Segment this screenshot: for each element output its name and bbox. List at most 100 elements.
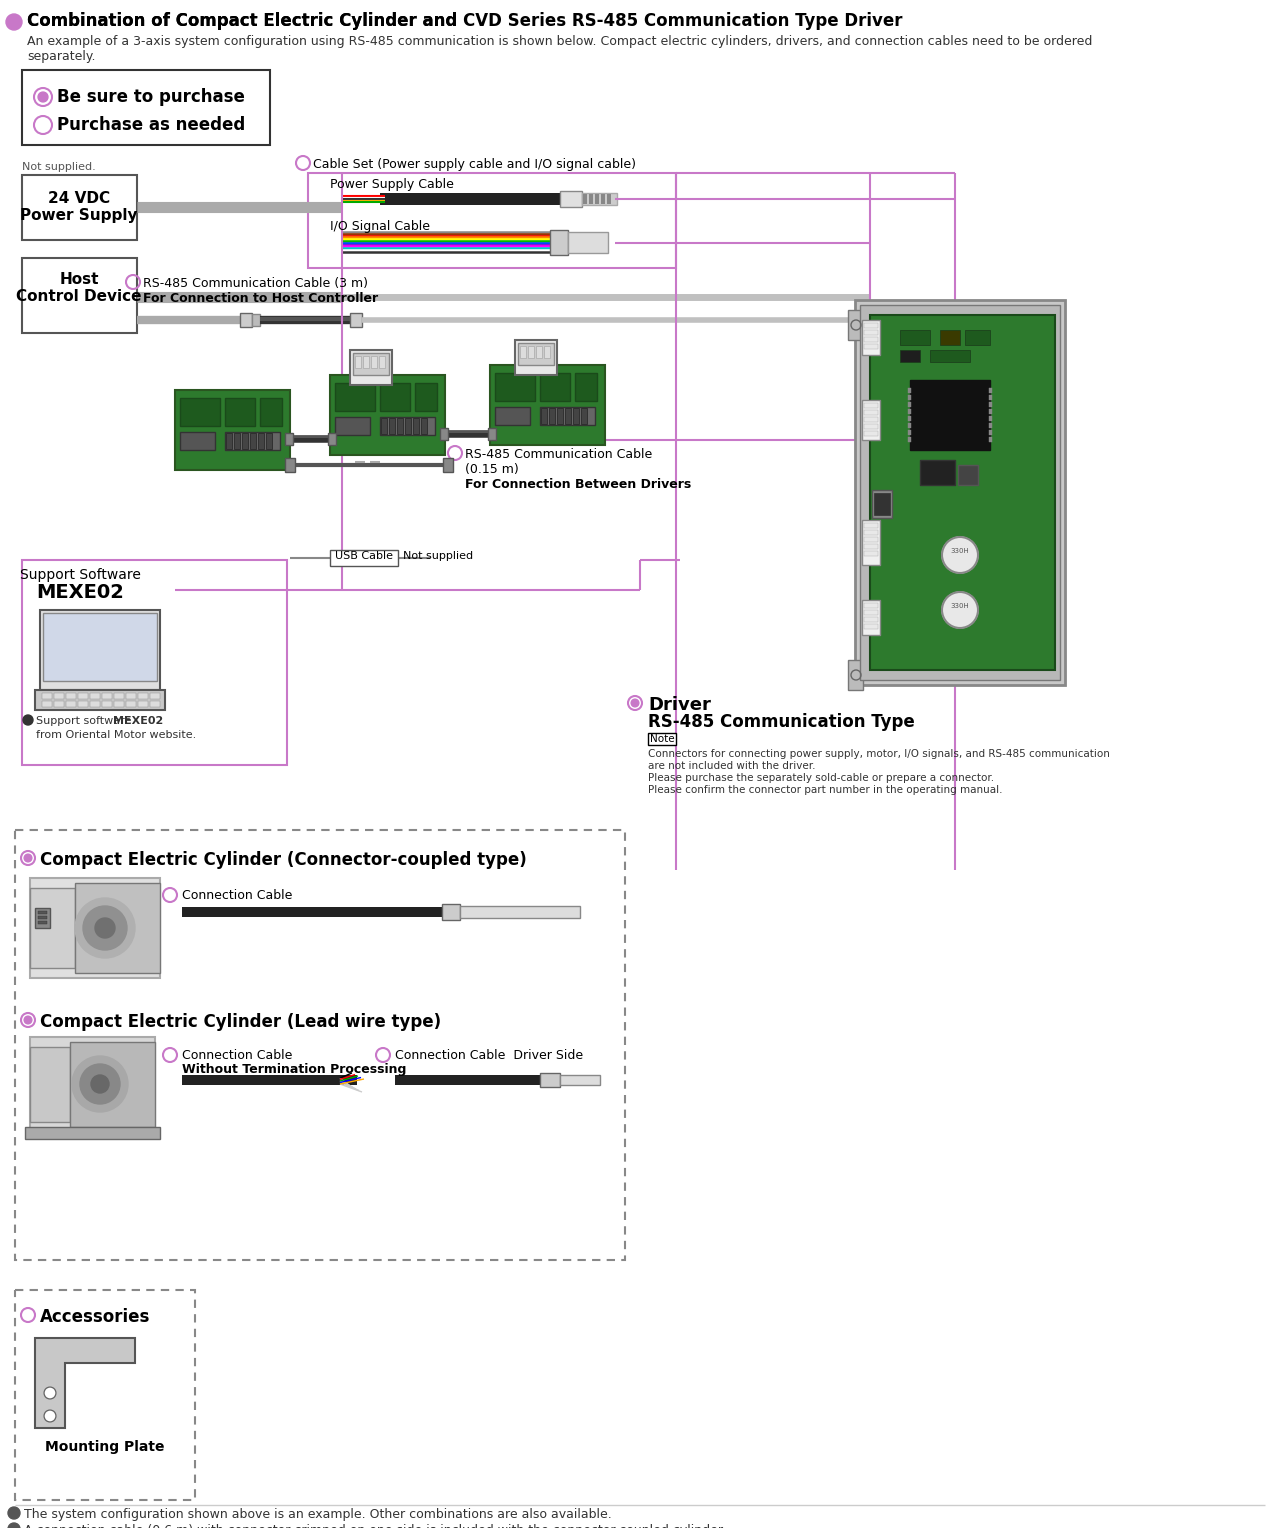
Text: Mounting Plate: Mounting Plate [45,1439,165,1455]
Circle shape [44,1387,56,1400]
Circle shape [24,1016,32,1024]
Circle shape [44,1410,56,1423]
Bar [863,623,877,630]
Circle shape [83,906,127,950]
Bar [266,432,272,449]
Bar [488,428,496,440]
Bar [582,193,617,205]
Bar [78,694,88,698]
Bar [565,408,571,423]
Bar [573,408,579,423]
Bar [607,194,611,205]
Text: Control Device: Control Device [17,289,142,304]
Bar [67,694,76,698]
Bar [908,396,911,400]
Bar [102,701,111,707]
Bar [862,601,880,636]
Text: 24 VDC: 24 VDC [47,191,110,206]
Text: Be sure to purchase: Be sure to purchase [56,89,245,105]
Bar [908,388,911,393]
Circle shape [95,918,115,938]
Bar [380,417,436,435]
Text: Combination of Compact Electric Cylinder and ​CVD​ Series RS-485 Communication T: Combination of Compact Electric Cylinder… [27,12,903,31]
Bar [67,701,76,707]
Bar [989,429,991,435]
Bar [240,313,252,327]
Bar [260,397,282,426]
Bar [412,419,419,434]
Circle shape [38,92,47,102]
Bar [90,694,100,698]
Bar [989,396,991,400]
Bar [70,1042,155,1128]
Bar [541,406,594,425]
Bar [518,342,553,365]
Bar [181,432,215,451]
Bar [250,432,256,449]
Bar [114,694,124,698]
Bar [583,194,587,205]
Bar [330,550,398,565]
Bar [958,465,977,484]
Bar [182,1076,357,1085]
Text: Connection Cable: Connection Cable [182,889,292,902]
Bar [989,410,991,414]
Text: Not supplied.: Not supplied. [22,162,96,173]
Bar [541,408,547,423]
Bar [863,410,877,416]
Bar [40,610,160,691]
Bar [863,344,877,348]
Bar [874,494,890,515]
Bar [225,432,232,449]
Bar [544,345,550,358]
Text: Please confirm the connector part number in the operating manual.: Please confirm the connector part number… [648,785,1003,795]
Bar [589,194,593,205]
Bar [22,258,137,333]
Circle shape [942,591,977,628]
Bar [15,830,625,1261]
Bar [78,701,88,707]
Circle shape [632,700,639,707]
Text: RS-485 Communication Cable (3 m): RS-485 Communication Cable (3 m) [143,277,368,290]
Text: Cable Set (Power supply cable and I/O signal cable): Cable Set (Power supply cable and I/O si… [313,157,635,171]
Bar [989,437,991,442]
Text: 330H: 330H [951,604,970,610]
Bar [22,70,270,145]
Bar [29,879,160,978]
Bar [379,356,386,368]
Bar [138,694,149,698]
Bar [575,373,597,400]
Text: Host: Host [59,272,99,287]
Bar [567,232,608,254]
Bar [38,921,47,924]
Bar [355,356,361,368]
Bar [175,390,290,471]
Bar [90,701,100,707]
Bar [54,701,64,707]
Bar [494,406,530,425]
Bar [863,423,877,429]
Bar [908,437,911,442]
Polygon shape [35,1339,135,1429]
Bar [29,1038,155,1132]
Bar [863,552,877,556]
Bar [908,410,911,414]
Bar [560,1076,600,1085]
Bar [863,544,877,549]
Bar [380,193,560,205]
Text: are not included with the driver.: are not included with the driver. [648,761,816,772]
Bar [38,915,47,918]
Bar [38,911,47,914]
Bar [29,1047,70,1122]
Bar [22,176,137,240]
Bar [870,315,1056,669]
Bar [114,701,124,707]
Bar [126,694,136,698]
Text: Connection Cable  Driver Side: Connection Cable Driver Side [395,1050,583,1062]
Bar [284,432,293,445]
Bar [225,397,255,426]
Text: Support Software: Support Software [19,568,141,582]
Bar [908,429,911,435]
Bar [336,417,370,435]
Bar [397,419,404,434]
